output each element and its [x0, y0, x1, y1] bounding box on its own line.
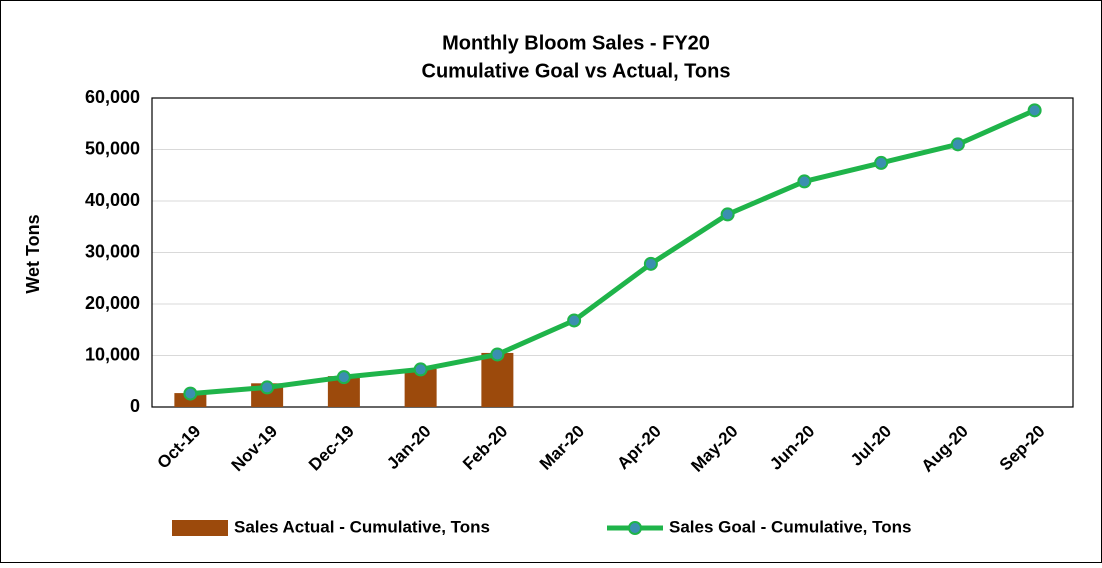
line-marker	[260, 380, 275, 395]
y-tick-label: 30,000	[85, 241, 140, 261]
bar	[481, 352, 514, 407]
y-tick-label: 20,000	[85, 293, 140, 313]
line-marker	[183, 386, 198, 401]
y-axis-label: Wet Tons	[23, 214, 43, 293]
plot-border	[151, 97, 1074, 408]
line-marker	[643, 256, 658, 271]
line-marker	[797, 174, 812, 189]
line-marker	[720, 207, 735, 222]
legend-label: Sales Actual - Cumulative, Tons	[234, 517, 490, 536]
line-marker	[950, 137, 965, 152]
line	[190, 108, 1036, 397]
y-tick-label: 10,000	[85, 344, 140, 364]
legend-label: Sales Goal - Cumulative, Tons	[669, 517, 911, 536]
line-marker	[1027, 103, 1042, 118]
line-marker	[490, 347, 505, 362]
line-marker	[413, 362, 428, 377]
legend-swatch	[172, 520, 228, 536]
line-marker	[336, 370, 351, 385]
line-marker	[567, 313, 582, 328]
legend-marker	[628, 521, 642, 535]
y-tick-label: 0	[130, 396, 140, 416]
y-tick-label: 40,000	[85, 190, 140, 210]
line-marker	[874, 155, 889, 170]
chart-title: Monthly Bloom Sales - FY20	[442, 32, 710, 54]
y-tick-label: 50,000	[85, 138, 140, 158]
y-tick-label: 60,000	[85, 87, 140, 107]
chart-subtitle: Cumulative Goal vs Actual, Tons	[422, 60, 731, 82]
